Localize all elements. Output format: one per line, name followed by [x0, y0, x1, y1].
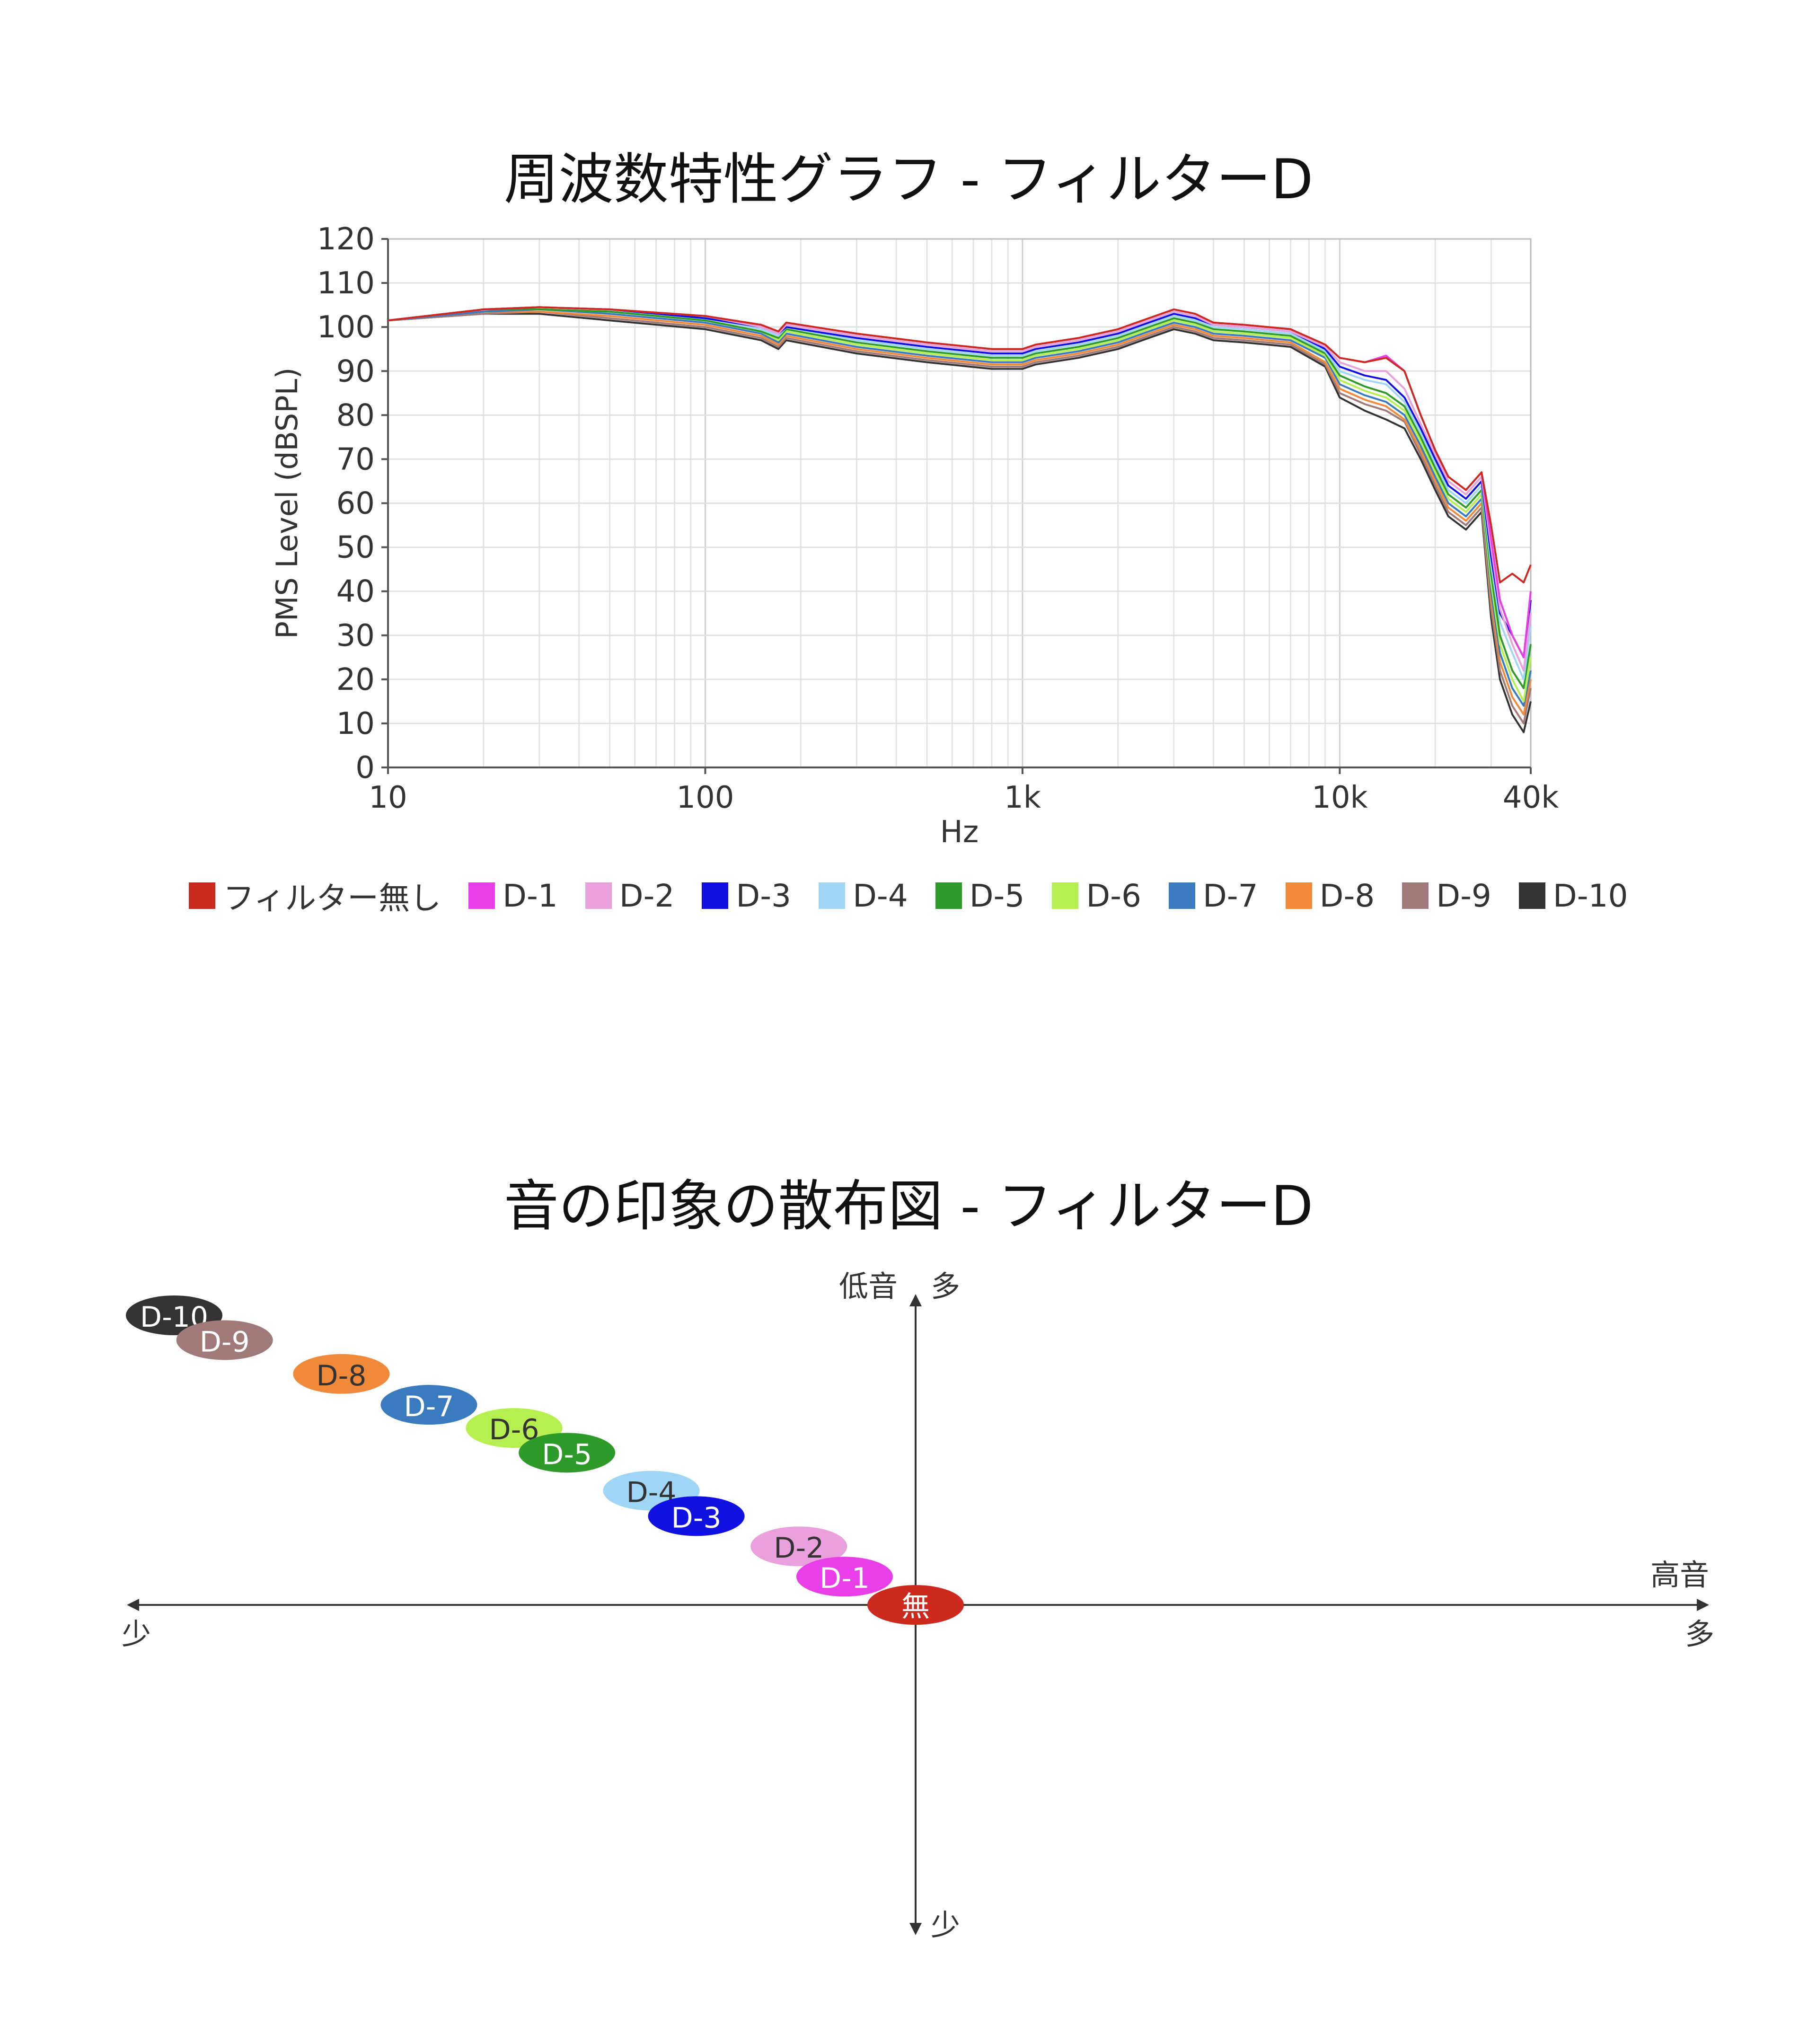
x-axis-left-label: 少 — [122, 1617, 151, 1651]
scatter-points: D-10D-9D-8D-7D-6D-5D-4D-3D-2D-1無 — [126, 1295, 964, 1625]
legend-item: D-4 — [819, 873, 908, 918]
legend-item: D-6 — [1052, 873, 1141, 918]
legend-swatch — [585, 882, 612, 909]
legend-item: D-2 — [585, 873, 675, 918]
series-line-D-4 — [388, 306, 1532, 680]
y-tick-label: 120 — [317, 222, 375, 257]
y-tick-label: 60 — [336, 486, 375, 521]
arrow-down-icon — [909, 1923, 922, 1935]
legend-swatch — [1052, 882, 1079, 909]
x-tick-label: 10 — [369, 780, 407, 815]
scatter-point — [519, 1433, 616, 1473]
y-tick-label: 70 — [336, 442, 375, 477]
freq-chart-legend: フィルター無し D-1 D-2 D-3 D-4 D-5 D-6 D-7 D-8 D-9 D-10 — [0, 873, 1817, 918]
scatter-point-label: D-5 — [542, 1438, 592, 1471]
series-line-D-10 — [388, 313, 1532, 733]
y-axis-label: PMS Level (dBSPL) — [270, 368, 304, 639]
legend-swatch — [1168, 882, 1195, 909]
x-axis-label: 高音 — [1650, 1558, 1709, 1592]
legend-label: フィルター無し — [223, 880, 441, 916]
x-tick-label: 1k — [1004, 780, 1041, 815]
y-axis-bottom-label: 少 — [931, 1908, 960, 1942]
legend-swatch — [1402, 882, 1429, 909]
legend-label: D-6 — [1086, 877, 1141, 914]
freq-chart-title: 周波数特性グラフ - フィルターD — [503, 148, 1314, 211]
series-line-D-9 — [388, 310, 1532, 724]
arrow-left-icon — [127, 1599, 139, 1611]
series-line-D-2 — [388, 306, 1532, 672]
y-tick-label: 90 — [336, 354, 375, 389]
legend-label: D-4 — [853, 877, 908, 914]
y-axis-top-label: 多 — [931, 1269, 960, 1304]
scatter-point — [176, 1320, 273, 1360]
legend-item: D-8 — [1285, 873, 1375, 918]
legend-swatch — [702, 882, 729, 909]
x-tick-label: 40k — [1503, 780, 1559, 815]
x-tick-label: 100 — [676, 780, 734, 815]
legend-swatch — [1518, 882, 1545, 909]
scatter-point — [380, 1385, 477, 1425]
legend-swatch — [468, 882, 495, 909]
x-axis-label: Hz — [940, 815, 979, 850]
scatter-point — [293, 1354, 390, 1394]
scatter-point-label: D-9 — [200, 1325, 250, 1358]
scatter-point-label: D-3 — [671, 1501, 722, 1534]
y-tick-label: 100 — [317, 310, 375, 345]
legend-swatch — [189, 882, 216, 909]
scatter-point-label: D-7 — [404, 1390, 454, 1423]
y-tick-label: 10 — [336, 706, 375, 741]
y-tick-label: 30 — [336, 618, 375, 653]
scatter-point-label: D-2 — [774, 1532, 824, 1565]
legend-swatch — [1285, 882, 1312, 909]
y-tick-label: 50 — [336, 530, 375, 565]
series-group — [388, 306, 1532, 733]
scatter-chart-title: 音の印象の散布図 - フィルターD — [503, 1174, 1314, 1238]
legend-item: D-5 — [935, 873, 1025, 918]
arrow-right-icon — [1697, 1599, 1709, 1611]
y-tick-label: 0 — [355, 750, 375, 785]
legend-item: D-9 — [1402, 873, 1491, 918]
series-line-D-7 — [388, 308, 1532, 707]
legend-label: D-5 — [969, 877, 1025, 914]
y-tick-label: 80 — [336, 398, 375, 433]
y-tick-label: 20 — [336, 662, 375, 697]
legend-item: D-1 — [468, 873, 558, 918]
arrow-up-icon — [909, 1294, 922, 1306]
scatter-point — [750, 1526, 847, 1567]
x-axis-right-label: 多 — [1685, 1617, 1714, 1651]
series-line-フィルター無し — [388, 306, 1532, 583]
legend-item: D-10 — [1518, 873, 1628, 918]
legend-label: D-8 — [1319, 877, 1375, 914]
legend-item: D-7 — [1168, 873, 1258, 918]
scatter-point — [648, 1496, 745, 1536]
series-line-D-8 — [388, 310, 1532, 716]
legend-label: D-3 — [736, 877, 792, 914]
legend-swatch — [935, 882, 962, 909]
y-tick-label: 110 — [317, 266, 375, 301]
scatter-point — [796, 1557, 893, 1597]
legend-label: D-9 — [1436, 877, 1491, 914]
legend-item: フィルター無し — [189, 873, 441, 918]
legend-item: D-3 — [702, 873, 791, 918]
legend-label: D-1 — [503, 877, 558, 914]
scatter-point-label: 無 — [901, 1590, 930, 1623]
scatter-point-label: D-1 — [820, 1562, 870, 1595]
series-line-D-5 — [388, 308, 1532, 689]
legend-swatch — [819, 882, 846, 909]
x-tick-label: 10k — [1312, 780, 1368, 815]
scatter-point — [867, 1585, 964, 1625]
series-line-D-6 — [388, 308, 1532, 703]
legend-label: D-10 — [1552, 877, 1628, 914]
legend-label: D-7 — [1202, 877, 1258, 914]
legend-label: D-2 — [619, 877, 675, 914]
scatter-point-label: D-8 — [316, 1359, 366, 1392]
y-axis-label: 低音 — [839, 1269, 898, 1304]
y-tick-label: 40 — [336, 574, 375, 609]
